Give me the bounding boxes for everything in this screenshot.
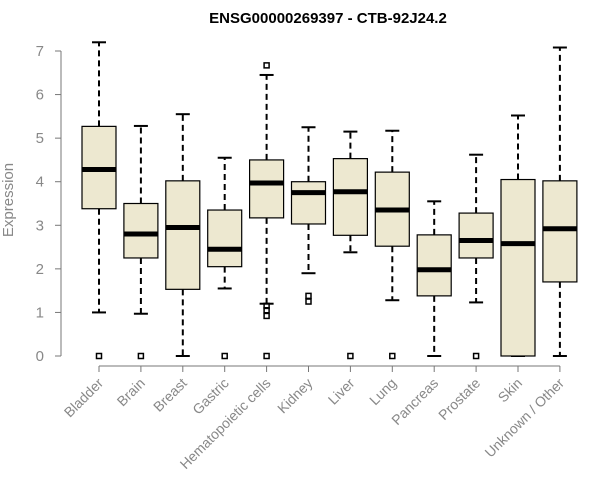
- x-tick-label: Liver: [325, 375, 358, 408]
- chart-title: ENSG00000269397 - CTB-92J24.2: [209, 10, 447, 27]
- x-tick-label: Brain: [114, 375, 148, 409]
- box-group: [81, 41, 117, 360]
- box-group: [374, 129, 410, 360]
- outlier-point: [305, 298, 312, 305]
- x-tick-label: Unknown / Other: [481, 375, 567, 461]
- y-tick-label: 7: [36, 43, 44, 60]
- y-axis-label: Expression: [0, 163, 17, 237]
- box-group: [290, 126, 327, 305]
- outlier-point: [263, 352, 270, 360]
- box-group: [332, 130, 368, 360]
- y-tick-label: 0: [36, 348, 44, 365]
- box: [207, 209, 243, 268]
- x-tick-label: Bladder: [61, 375, 107, 421]
- outlier-point: [347, 352, 354, 360]
- box-group: [416, 200, 452, 357]
- box: [332, 158, 368, 236]
- x-tick-label: Prostate: [435, 375, 483, 423]
- y-tick-label: 1: [36, 304, 44, 321]
- box-group: [207, 156, 243, 360]
- x-tick-label: Pancreas: [388, 375, 441, 428]
- x-tick-label: Breast: [150, 375, 190, 415]
- box: [542, 180, 578, 283]
- outlier-point: [472, 352, 480, 360]
- x-tick-label: Kidney: [274, 375, 316, 417]
- box-group: [542, 46, 578, 357]
- box: [458, 212, 494, 259]
- box: [165, 180, 201, 290]
- outlier-point: [263, 62, 270, 69]
- box-group: [123, 124, 159, 360]
- outlier-point: [95, 352, 103, 360]
- box: [500, 178, 536, 357]
- x-tick-label: Lung: [366, 375, 399, 408]
- y-tick-label: 5: [36, 130, 44, 147]
- box-group: [249, 62, 285, 360]
- outlier-point: [221, 352, 228, 360]
- outlier-point: [389, 352, 396, 360]
- y-tick-label: 3: [36, 217, 44, 234]
- box: [416, 234, 452, 297]
- y-tick-label: 4: [36, 174, 44, 191]
- outlier-point: [305, 292, 312, 300]
- box: [123, 202, 159, 259]
- box-group: [500, 114, 536, 357]
- box: [290, 181, 327, 225]
- outlier-point: [263, 312, 270, 320]
- x-tick-label: Skin: [495, 375, 526, 406]
- y-tick-label: 6: [36, 87, 44, 104]
- outlier-point: [263, 307, 270, 314]
- box-group: [458, 153, 494, 360]
- box-group: [165, 113, 201, 357]
- y-tick-label: 2: [36, 261, 44, 278]
- box: [249, 159, 285, 219]
- outlier-point: [137, 352, 145, 360]
- boxes: [81, 41, 578, 360]
